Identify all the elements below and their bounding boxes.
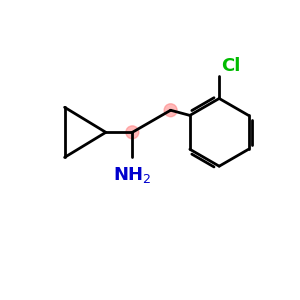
Text: Cl: Cl (221, 57, 240, 75)
Text: NH$_2$: NH$_2$ (113, 165, 152, 185)
Circle shape (126, 126, 139, 139)
Circle shape (164, 104, 177, 117)
